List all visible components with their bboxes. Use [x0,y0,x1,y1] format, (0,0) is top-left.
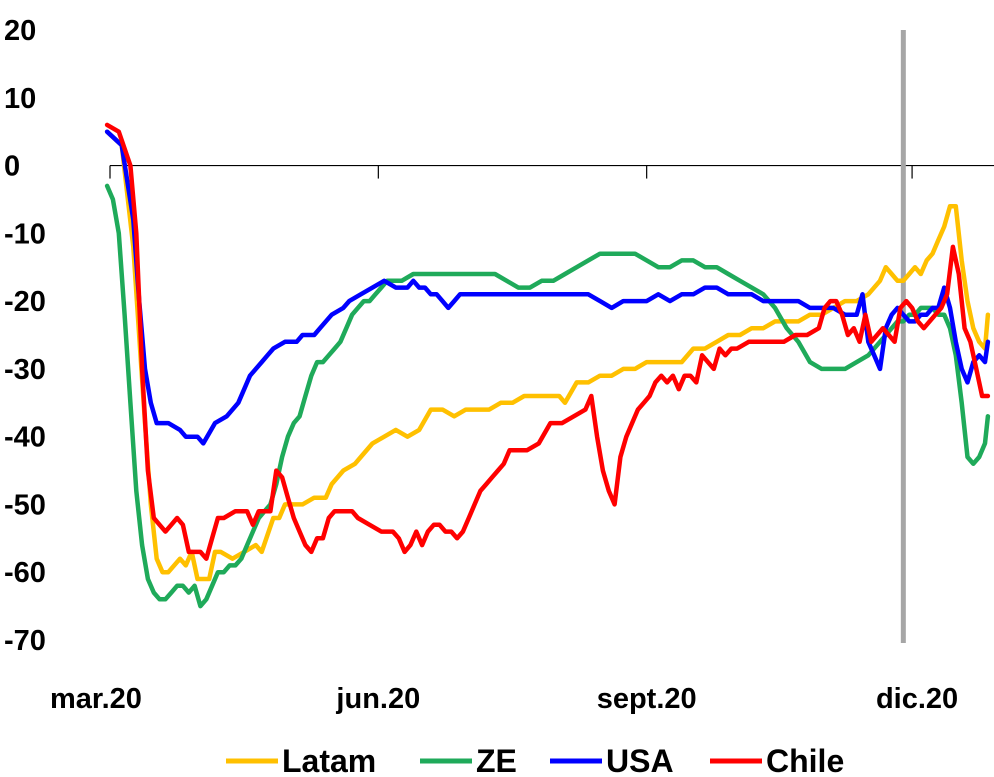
legend-label-latam: Latam [282,743,376,777]
y-axis-tick-labels: 20 10 0 -10 -20 -30 -40 -50 -60 -70 [4,15,46,657]
y-tick-label: -60 [4,557,46,589]
y-tick-label: -50 [4,489,46,521]
x-tick-label: jun.20 [335,683,420,715]
x-tick-label: sept.20 [597,683,697,715]
series-line-chile [104,122,991,561]
legend-label-ze: ZE [476,743,517,777]
x-tick-label: mar.20 [50,683,142,715]
legend: Latam ZE USA Chile [226,743,844,777]
legend-label-usa: USA [606,743,674,777]
series-line-latam [104,129,991,582]
y-tick-label: 20 [4,15,36,47]
y-tick-label: -70 [4,625,46,657]
x-axis-tick-labels: mar.20 jun.20 sept.20 dic.20 [50,683,958,715]
y-tick-label: -40 [4,422,46,454]
y-tick-label: -30 [4,354,46,386]
y-tick-label: 10 [4,83,36,115]
x-axis [109,164,994,179]
series-line-ze [104,183,991,609]
series-line-usa [104,129,991,446]
y-tick-label: -10 [4,218,46,250]
series-lines [104,122,991,609]
legend-label-chile: Chile [766,743,844,777]
y-tick-label: 0 [4,151,20,183]
x-tick-label: dic.20 [876,683,958,715]
y-tick-label: -20 [4,286,46,318]
